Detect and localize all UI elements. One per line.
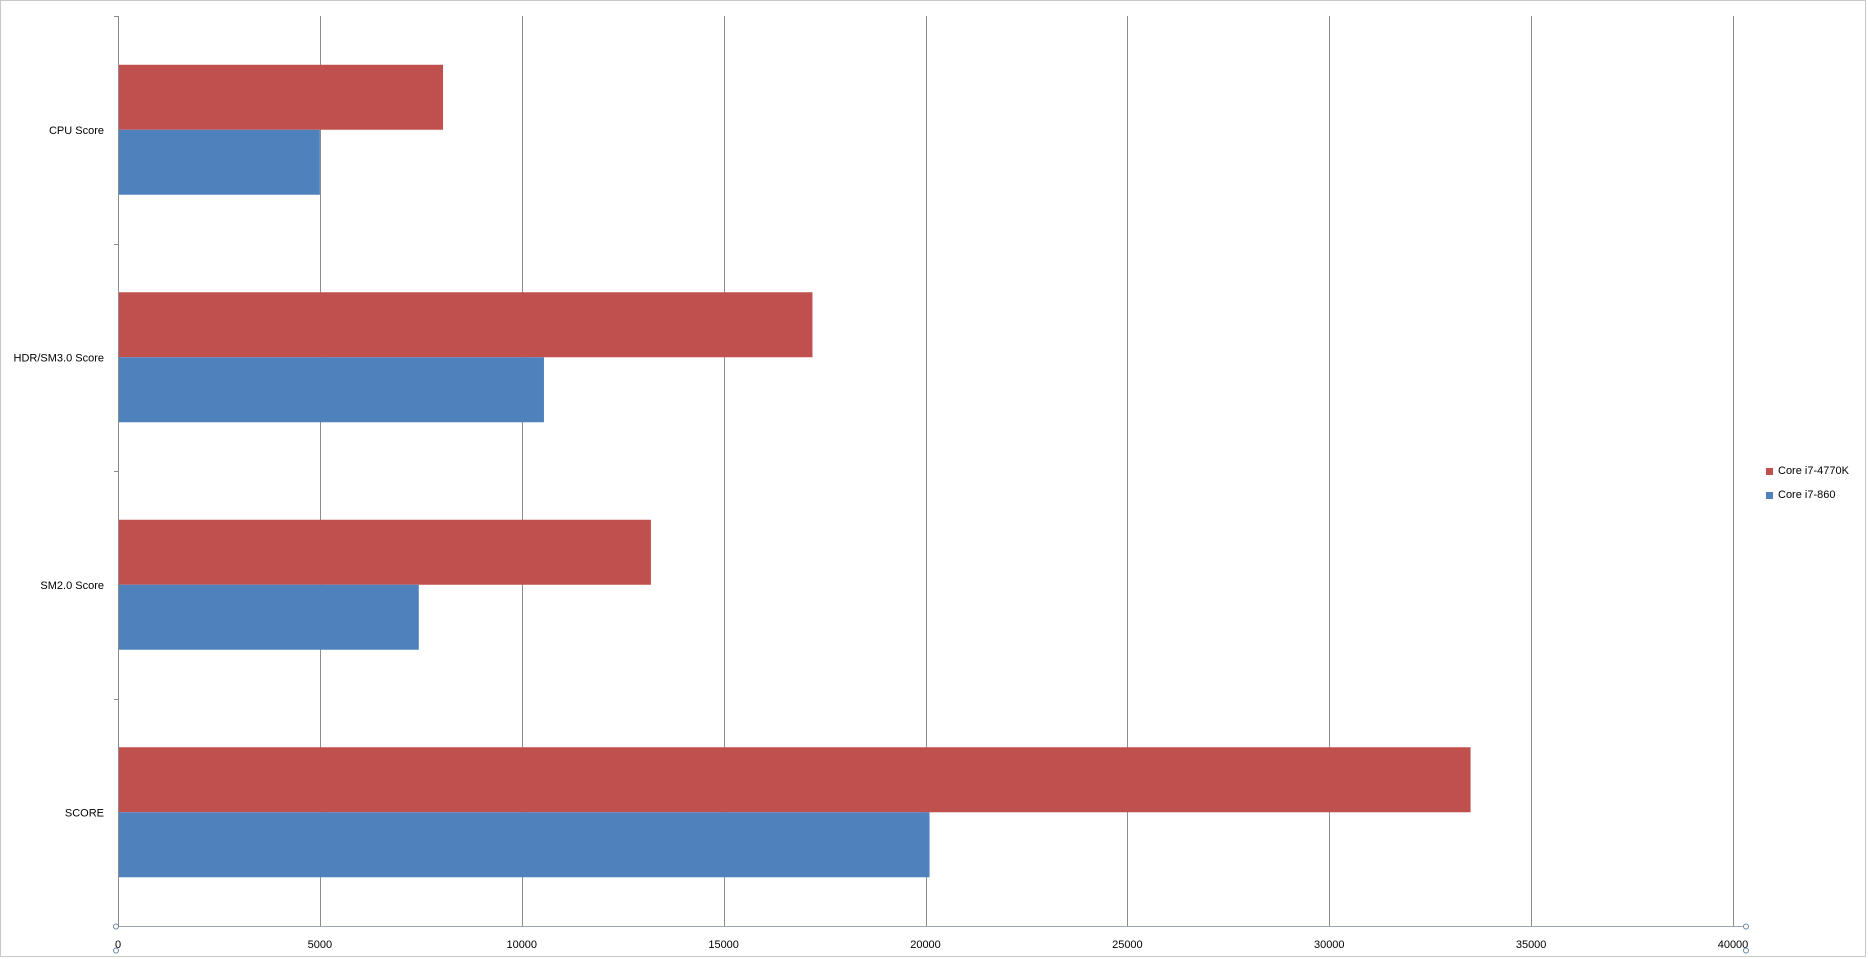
- legend-swatch: [1766, 491, 1773, 499]
- category-label: SCORE: [65, 807, 104, 819]
- x-tick-label: 5000: [308, 939, 332, 951]
- legend-swatch: [1766, 467, 1773, 475]
- selection-handle[interactable]: [113, 923, 119, 930]
- legend-item: Core i7-4770K: [1766, 459, 1849, 483]
- x-tick-label: 10000: [506, 939, 537, 951]
- bar: [118, 584, 419, 650]
- bar: [118, 519, 651, 585]
- bar: [118, 129, 320, 195]
- legend-label: Core i7-4770K: [1778, 465, 1849, 477]
- bar: [118, 747, 1471, 813]
- category-labels: CPU Score HDR/SM3.0 Score SM2.0 Score SCORE: [14, 125, 104, 820]
- bar: [118, 812, 930, 878]
- bars: [118, 64, 1471, 878]
- x-tick-label: 0: [115, 939, 121, 951]
- selection-handle[interactable]: [113, 947, 119, 954]
- axes: [114, 16, 1746, 927]
- legend-label: Core i7-860: [1778, 489, 1836, 501]
- x-tick-label: 20000: [910, 939, 941, 951]
- legend: Core i7-4770K Core i7-860: [1766, 459, 1849, 507]
- x-tick-label: 35000: [1516, 939, 1547, 951]
- bar: [118, 292, 813, 358]
- category-label: CPU Score: [49, 125, 104, 137]
- bar: [118, 357, 544, 423]
- x-tick-label: 40000: [1718, 939, 1749, 951]
- selection-handles: [113, 923, 1749, 954]
- category-label: HDR/SM3.0 Score: [14, 352, 104, 364]
- bar: [118, 64, 444, 130]
- legend-item: Core i7-860: [1766, 483, 1849, 507]
- x-tick-label: 15000: [708, 939, 739, 951]
- category-label: SM2.0 Score: [40, 580, 104, 592]
- selection-handle[interactable]: [1743, 947, 1749, 954]
- x-tick-label: 30000: [1314, 939, 1345, 951]
- x-tick-labels: 0 5000 10000 15000 20000 25000 30000 35000 40000: [115, 939, 1748, 951]
- x-tick-label: 25000: [1112, 939, 1143, 951]
- selection-handle[interactable]: [1743, 923, 1749, 930]
